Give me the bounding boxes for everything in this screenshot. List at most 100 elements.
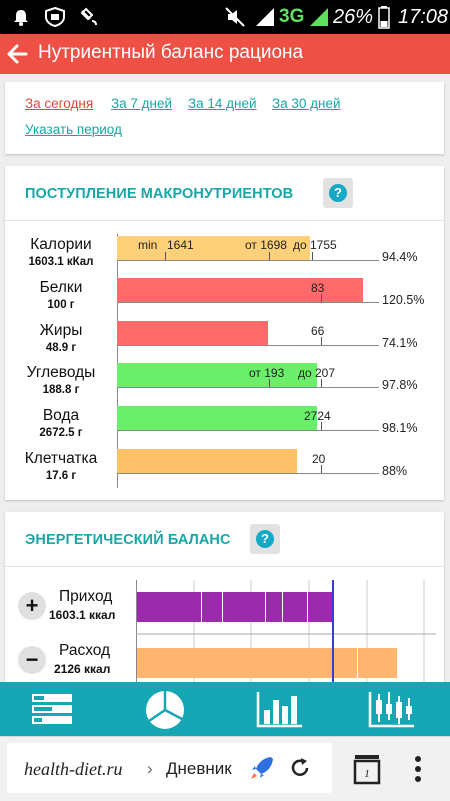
help-icon: ? bbox=[256, 530, 274, 548]
expense-value: 2126 ккал bbox=[54, 662, 111, 676]
nutrient-percent: 97.8% bbox=[382, 378, 418, 392]
bar-baseline bbox=[117, 387, 379, 388]
menu-icon[interactable] bbox=[408, 753, 428, 785]
bar-chart-icon bbox=[256, 692, 302, 728]
rocket-icon[interactable] bbox=[249, 755, 275, 781]
battery-percent: 26% bbox=[333, 6, 374, 28]
period-card: За сегодня За 7 дней За 14 дней За 30 дн… bbox=[5, 82, 444, 154]
list-icon bbox=[32, 694, 72, 724]
bar-tick bbox=[321, 337, 322, 345]
nav-candle-chart-button[interactable] bbox=[362, 686, 422, 732]
back-arrow-icon[interactable] bbox=[6, 43, 28, 65]
expense-label: Расход bbox=[59, 642, 111, 659]
bar-tick bbox=[321, 379, 322, 387]
expense-expand-button[interactable]: − bbox=[18, 646, 46, 674]
income-bar bbox=[137, 592, 333, 622]
macro-bar bbox=[117, 449, 297, 473]
income-label: Приход bbox=[59, 588, 113, 605]
nutrient-name: Белки bbox=[39, 279, 83, 296]
income-marker-line bbox=[332, 580, 334, 684]
bar-label: 2724 bbox=[304, 409, 331, 423]
notification-bell-icon bbox=[14, 10, 28, 26]
nutrient-value: 100 г bbox=[47, 299, 75, 311]
nutrient-name: Вода bbox=[42, 407, 80, 424]
clock: 17:08 bbox=[398, 6, 449, 28]
bar-label: 1641 bbox=[167, 238, 194, 252]
bar-label: до 207 bbox=[298, 366, 336, 380]
nutrient-name: Жиры bbox=[39, 322, 83, 339]
energy-card: ЭНЕРГЕТИЧЕСКИЙ БАЛАНС ? + Приход 1603.1 … bbox=[5, 512, 444, 684]
bottom-nav bbox=[0, 682, 450, 736]
bar-baseline bbox=[117, 345, 379, 346]
network-type: 3G bbox=[279, 6, 305, 27]
bar-baseline bbox=[117, 260, 379, 261]
satellite-icon bbox=[80, 7, 97, 26]
nutrient-percent: 98.1% bbox=[382, 421, 418, 435]
nav-bar-chart-button[interactable] bbox=[250, 686, 310, 732]
period-today-link[interactable]: За сегодня bbox=[25, 96, 94, 111]
bar-label: до 1755 bbox=[293, 238, 337, 252]
tabs-icon[interactable]: 1 bbox=[352, 753, 384, 785]
macro-bar bbox=[117, 278, 363, 302]
bar-tick bbox=[321, 465, 322, 473]
chart-axis bbox=[117, 234, 118, 488]
bar-tick bbox=[312, 252, 313, 260]
period-30-days-link[interactable]: За 30 дней bbox=[272, 96, 341, 111]
candlestick-chart-icon bbox=[368, 692, 414, 728]
macro-bar bbox=[117, 363, 317, 387]
svg-text:1: 1 bbox=[364, 768, 370, 780]
bar-baseline bbox=[117, 302, 379, 303]
nav-pie-button[interactable] bbox=[135, 686, 195, 732]
status-bar: 3G 26% 17:08 bbox=[0, 0, 450, 34]
signal-icon bbox=[256, 8, 274, 26]
bar-segment-divider bbox=[265, 592, 266, 622]
nutrient-name: Углеводы bbox=[26, 364, 96, 381]
bar-tick bbox=[165, 252, 166, 260]
income-expand-button[interactable]: + bbox=[18, 592, 46, 620]
nutrient-value: 188.8 г bbox=[42, 384, 80, 396]
bar-baseline bbox=[117, 473, 379, 474]
energy-help-button[interactable]: ? bbox=[250, 524, 280, 554]
refresh-icon[interactable] bbox=[287, 755, 313, 781]
nav-list-button[interactable] bbox=[22, 686, 82, 732]
macros-card: ПОСТУПЛЕНИЕ МАКРОНУТРИЕНТОВ ? Калории 16… bbox=[5, 166, 444, 500]
url-page-title: Дневник bbox=[166, 759, 232, 778]
macros-section-title: ПОСТУПЛЕНИЕ МАКРОНУТРИЕНТОВ bbox=[25, 186, 294, 202]
macro-bar bbox=[117, 236, 310, 260]
custom-period-link[interactable]: Указать период bbox=[25, 122, 122, 137]
nutrient-percent: 94.4% bbox=[382, 250, 418, 264]
energy-section-title: ЭНЕРГЕТИЧЕСКИЙ БАЛАНС bbox=[25, 532, 231, 548]
battery-icon bbox=[378, 6, 390, 29]
pie-chart-icon bbox=[146, 691, 184, 729]
nutrient-percent: 120.5% bbox=[382, 293, 425, 307]
shield-app-icon bbox=[45, 7, 65, 27]
divider bbox=[5, 220, 444, 221]
nutrient-percent: 88% bbox=[382, 464, 408, 478]
bar-segment-divider bbox=[282, 592, 283, 622]
bar-segment-divider bbox=[222, 592, 223, 622]
url-bar[interactable]: health-diet.ru › Дневник bbox=[7, 743, 332, 793]
bar-label: 66 bbox=[311, 324, 325, 338]
url-separator: › bbox=[147, 759, 153, 778]
bar-segment-divider bbox=[201, 592, 202, 622]
period-14-days-link[interactable]: За 14 дней bbox=[188, 96, 257, 111]
nutrient-value: 2672.5 г bbox=[39, 427, 83, 439]
mute-icon bbox=[225, 7, 245, 27]
macros-help-button[interactable]: ? bbox=[323, 178, 353, 208]
nutrient-percent: 74.1% bbox=[382, 336, 418, 350]
bar-segment-divider bbox=[307, 592, 308, 622]
bar-label: от 1698 bbox=[245, 238, 287, 252]
help-icon: ? bbox=[329, 184, 347, 202]
macro-bar bbox=[117, 321, 269, 345]
url-domain: health-diet.ru bbox=[24, 759, 123, 779]
nutrient-name: Калории bbox=[30, 236, 92, 253]
app-bar: Нутриентный баланс рациона bbox=[0, 34, 450, 74]
bar-label: 20 bbox=[312, 452, 326, 466]
signal-strength-icon bbox=[310, 8, 328, 26]
income-value: 1603.1 ккал bbox=[49, 608, 116, 622]
bar-baseline bbox=[117, 430, 379, 431]
bar-label: 83 bbox=[311, 281, 325, 295]
bar-label: min bbox=[138, 238, 158, 252]
bar-label: от 193 bbox=[249, 366, 285, 380]
period-7-days-link[interactable]: За 7 дней bbox=[111, 96, 173, 111]
